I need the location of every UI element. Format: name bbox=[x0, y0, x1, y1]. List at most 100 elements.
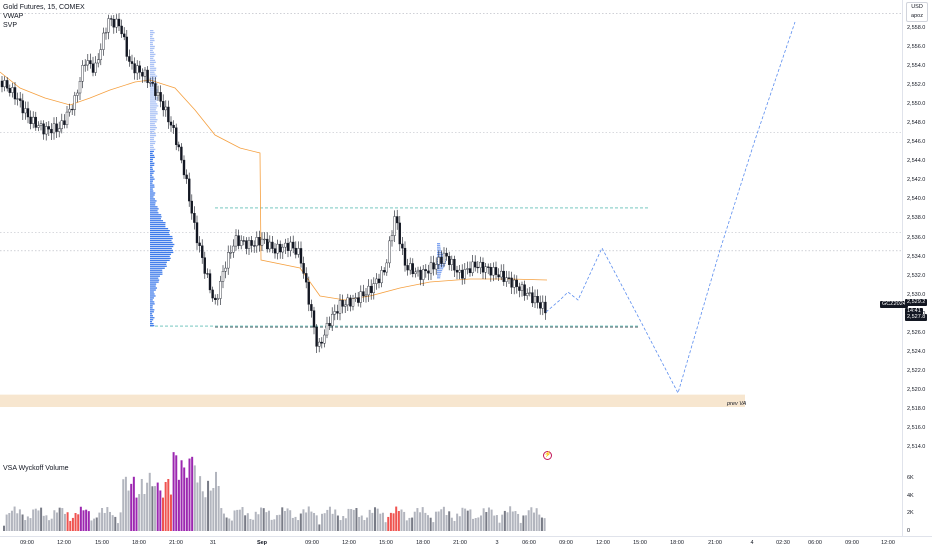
candle-down bbox=[294, 247, 297, 255]
volume-bar bbox=[262, 508, 265, 531]
time-tick-label: 12:00 bbox=[881, 540, 895, 546]
candle-up bbox=[393, 216, 396, 236]
candle-down bbox=[187, 178, 191, 202]
svp-bar-small bbox=[437, 246, 441, 248]
candle-up bbox=[65, 111, 69, 125]
candle-down bbox=[468, 268, 472, 274]
volume-bar bbox=[289, 510, 292, 531]
candle-up bbox=[260, 238, 264, 246]
candle-down bbox=[13, 87, 17, 100]
volume-bar bbox=[381, 512, 384, 531]
svp-bar bbox=[150, 134, 157, 137]
candle-up bbox=[414, 271, 417, 275]
time-axis[interactable] bbox=[0, 536, 932, 550]
volume-tick-label: 6K bbox=[907, 475, 914, 481]
candle-down bbox=[286, 242, 290, 251]
svp-bar bbox=[150, 271, 163, 273]
candle-up bbox=[416, 269, 420, 273]
volume-bar bbox=[501, 514, 504, 531]
volume-bar bbox=[225, 517, 228, 531]
volume-bar bbox=[445, 515, 448, 531]
lightning-icon[interactable]: ⚡ bbox=[543, 451, 552, 460]
volume-bar bbox=[339, 520, 342, 531]
symbol-title[interactable]: Gold Futures, 15, COMEX bbox=[3, 4, 85, 11]
candle-down bbox=[357, 297, 360, 303]
volume-bar bbox=[199, 476, 202, 531]
indicator-svp-label[interactable]: SVP bbox=[3, 22, 18, 29]
volume-bar bbox=[42, 515, 45, 531]
svp-bar bbox=[150, 253, 172, 256]
volume-bar bbox=[472, 518, 475, 531]
chart-pane[interactable]: Gold Futures, 15, COMEX VWAP SVP VSA Wyc… bbox=[0, 0, 902, 536]
candle-down bbox=[292, 241, 295, 249]
candle-up bbox=[364, 294, 368, 297]
volume-bar bbox=[74, 513, 77, 531]
price-tick-label: 2,524.0 bbox=[907, 348, 926, 355]
candle-up bbox=[78, 81, 82, 94]
svp-bar bbox=[150, 222, 166, 224]
volume-bar bbox=[350, 509, 353, 531]
volume-bar bbox=[201, 491, 204, 531]
candle-down bbox=[328, 323, 331, 327]
volume-bar bbox=[395, 506, 398, 531]
volume-bar bbox=[387, 516, 390, 531]
volume-bar bbox=[522, 515, 525, 531]
volume-bar bbox=[503, 510, 506, 531]
volume-bar bbox=[482, 508, 485, 531]
svp-bar-small bbox=[437, 243, 441, 245]
price-axis[interactable] bbox=[902, 0, 932, 536]
volume-bar bbox=[98, 512, 101, 531]
candle-up bbox=[268, 241, 271, 250]
volume-bar bbox=[119, 512, 122, 531]
candle-up bbox=[520, 284, 524, 291]
volume-bar bbox=[249, 518, 252, 531]
svp-bar-small bbox=[437, 270, 443, 272]
svp-bar bbox=[150, 216, 162, 218]
svp-bar bbox=[150, 146, 154, 149]
indicator-vwap-label[interactable]: VWAP bbox=[3, 13, 24, 20]
currency-selector[interactable]: USD apoz bbox=[906, 2, 928, 22]
volume-bar bbox=[127, 490, 130, 531]
candle-up bbox=[104, 32, 108, 34]
candle-up bbox=[541, 301, 544, 309]
candle-down bbox=[122, 33, 126, 38]
volume-bar bbox=[32, 509, 35, 531]
candle-up bbox=[11, 87, 14, 93]
svp-bar bbox=[150, 30, 154, 32]
volume-bar bbox=[283, 511, 286, 531]
svp-bar bbox=[150, 233, 170, 236]
volume-bar bbox=[188, 458, 191, 531]
volume-bar bbox=[122, 479, 125, 531]
volume-bar bbox=[432, 522, 435, 531]
svp-bar bbox=[150, 150, 154, 153]
price-chart-canvas[interactable] bbox=[0, 0, 902, 536]
candle-up bbox=[24, 108, 27, 114]
candle-down bbox=[21, 100, 24, 114]
svp-bar bbox=[150, 138, 154, 141]
svp-bar bbox=[150, 190, 154, 192]
volume-indicator-title[interactable]: VSA Wyckoff Volume bbox=[3, 465, 69, 472]
svp-bar bbox=[150, 53, 156, 56]
svp-bar-small bbox=[437, 252, 443, 254]
candle-up bbox=[148, 82, 152, 84]
time-tick-label: 09:00 bbox=[559, 540, 573, 546]
account-label: apoz bbox=[911, 13, 923, 19]
price-tick-label: 2,542.0 bbox=[907, 177, 926, 184]
candle-up bbox=[83, 64, 87, 66]
volume-bar bbox=[477, 517, 480, 531]
candle-down bbox=[193, 213, 196, 223]
candle-down bbox=[50, 128, 53, 134]
svp-bar bbox=[150, 226, 166, 228]
svp-bar bbox=[150, 218, 162, 220]
svp-bar bbox=[150, 228, 169, 230]
svp-bar bbox=[150, 202, 156, 204]
svp-bar bbox=[150, 265, 167, 267]
volume-bar bbox=[297, 520, 300, 531]
svp-bar bbox=[150, 93, 157, 95]
volume-bar bbox=[193, 465, 196, 531]
candle-down bbox=[515, 279, 518, 287]
svp-bar bbox=[150, 180, 154, 182]
volume-bar bbox=[307, 506, 310, 531]
candle-up bbox=[297, 248, 300, 255]
svp-bar bbox=[150, 279, 160, 281]
